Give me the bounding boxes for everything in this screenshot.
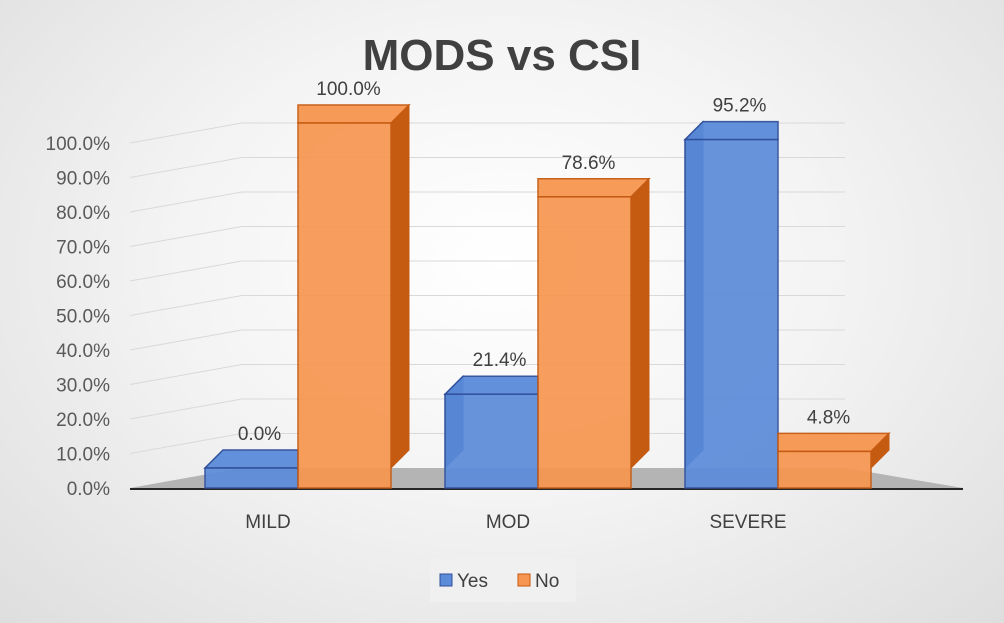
bar-severe-no xyxy=(777,432,891,489)
y-tick-label: 10.0% xyxy=(56,445,110,466)
bar-mod-yes xyxy=(443,374,539,489)
bar-mod-no xyxy=(537,177,651,489)
y-tick-label: 40.0% xyxy=(56,341,110,362)
bar-top-face xyxy=(297,104,411,124)
bar-top-face xyxy=(683,120,779,141)
gridline xyxy=(129,122,845,144)
y-tick-label: 50.0% xyxy=(56,307,110,328)
bar-top-face xyxy=(203,449,299,469)
legend-label-no: No xyxy=(535,571,559,592)
x-tick-label: MILD xyxy=(245,512,290,533)
bar-top-face xyxy=(537,178,651,198)
legend-swatch-no xyxy=(517,573,531,587)
data-label: 100.0% xyxy=(316,79,381,100)
y-tick-label: 100.0% xyxy=(46,134,111,155)
data-label: 4.8% xyxy=(807,407,850,428)
bar-mild-yes xyxy=(203,449,299,489)
y-tick-label: 90.0% xyxy=(56,169,110,190)
bar-front-face xyxy=(684,138,779,489)
y-tick-label: 80.0% xyxy=(56,203,110,224)
bar-top-face xyxy=(443,375,539,395)
y-tick-label: 70.0% xyxy=(56,238,110,259)
bar-front-face xyxy=(204,467,299,489)
legend xyxy=(430,558,576,602)
bar-top-face xyxy=(777,432,891,453)
x-tick-label: MOD xyxy=(486,512,530,533)
bar-front-face xyxy=(444,393,539,489)
bar-mild-no xyxy=(297,103,411,489)
bar-side-face xyxy=(390,103,410,470)
data-label: 95.2% xyxy=(713,96,767,117)
y-tick-label: 20.0% xyxy=(56,410,110,431)
bar-severe-yes xyxy=(683,120,779,489)
bar-front-face xyxy=(297,122,392,489)
bar-side-face xyxy=(630,177,650,470)
y-tick-label: 0.0% xyxy=(67,479,110,500)
data-label: 21.4% xyxy=(473,350,527,371)
legend-swatch-yes xyxy=(439,573,453,587)
data-label: 78.6% xyxy=(562,153,616,174)
bar-front-face xyxy=(777,450,872,489)
data-label: 0.0% xyxy=(238,424,281,445)
y-tick-label: 30.0% xyxy=(56,376,110,397)
bar-front-face xyxy=(537,196,632,489)
legend-label-yes: Yes xyxy=(457,571,488,592)
x-tick-label: SEVERE xyxy=(709,512,786,533)
gridline xyxy=(129,157,845,178)
y-tick-label: 60.0% xyxy=(56,272,110,293)
chart-title: MODS vs CSI xyxy=(363,31,642,80)
